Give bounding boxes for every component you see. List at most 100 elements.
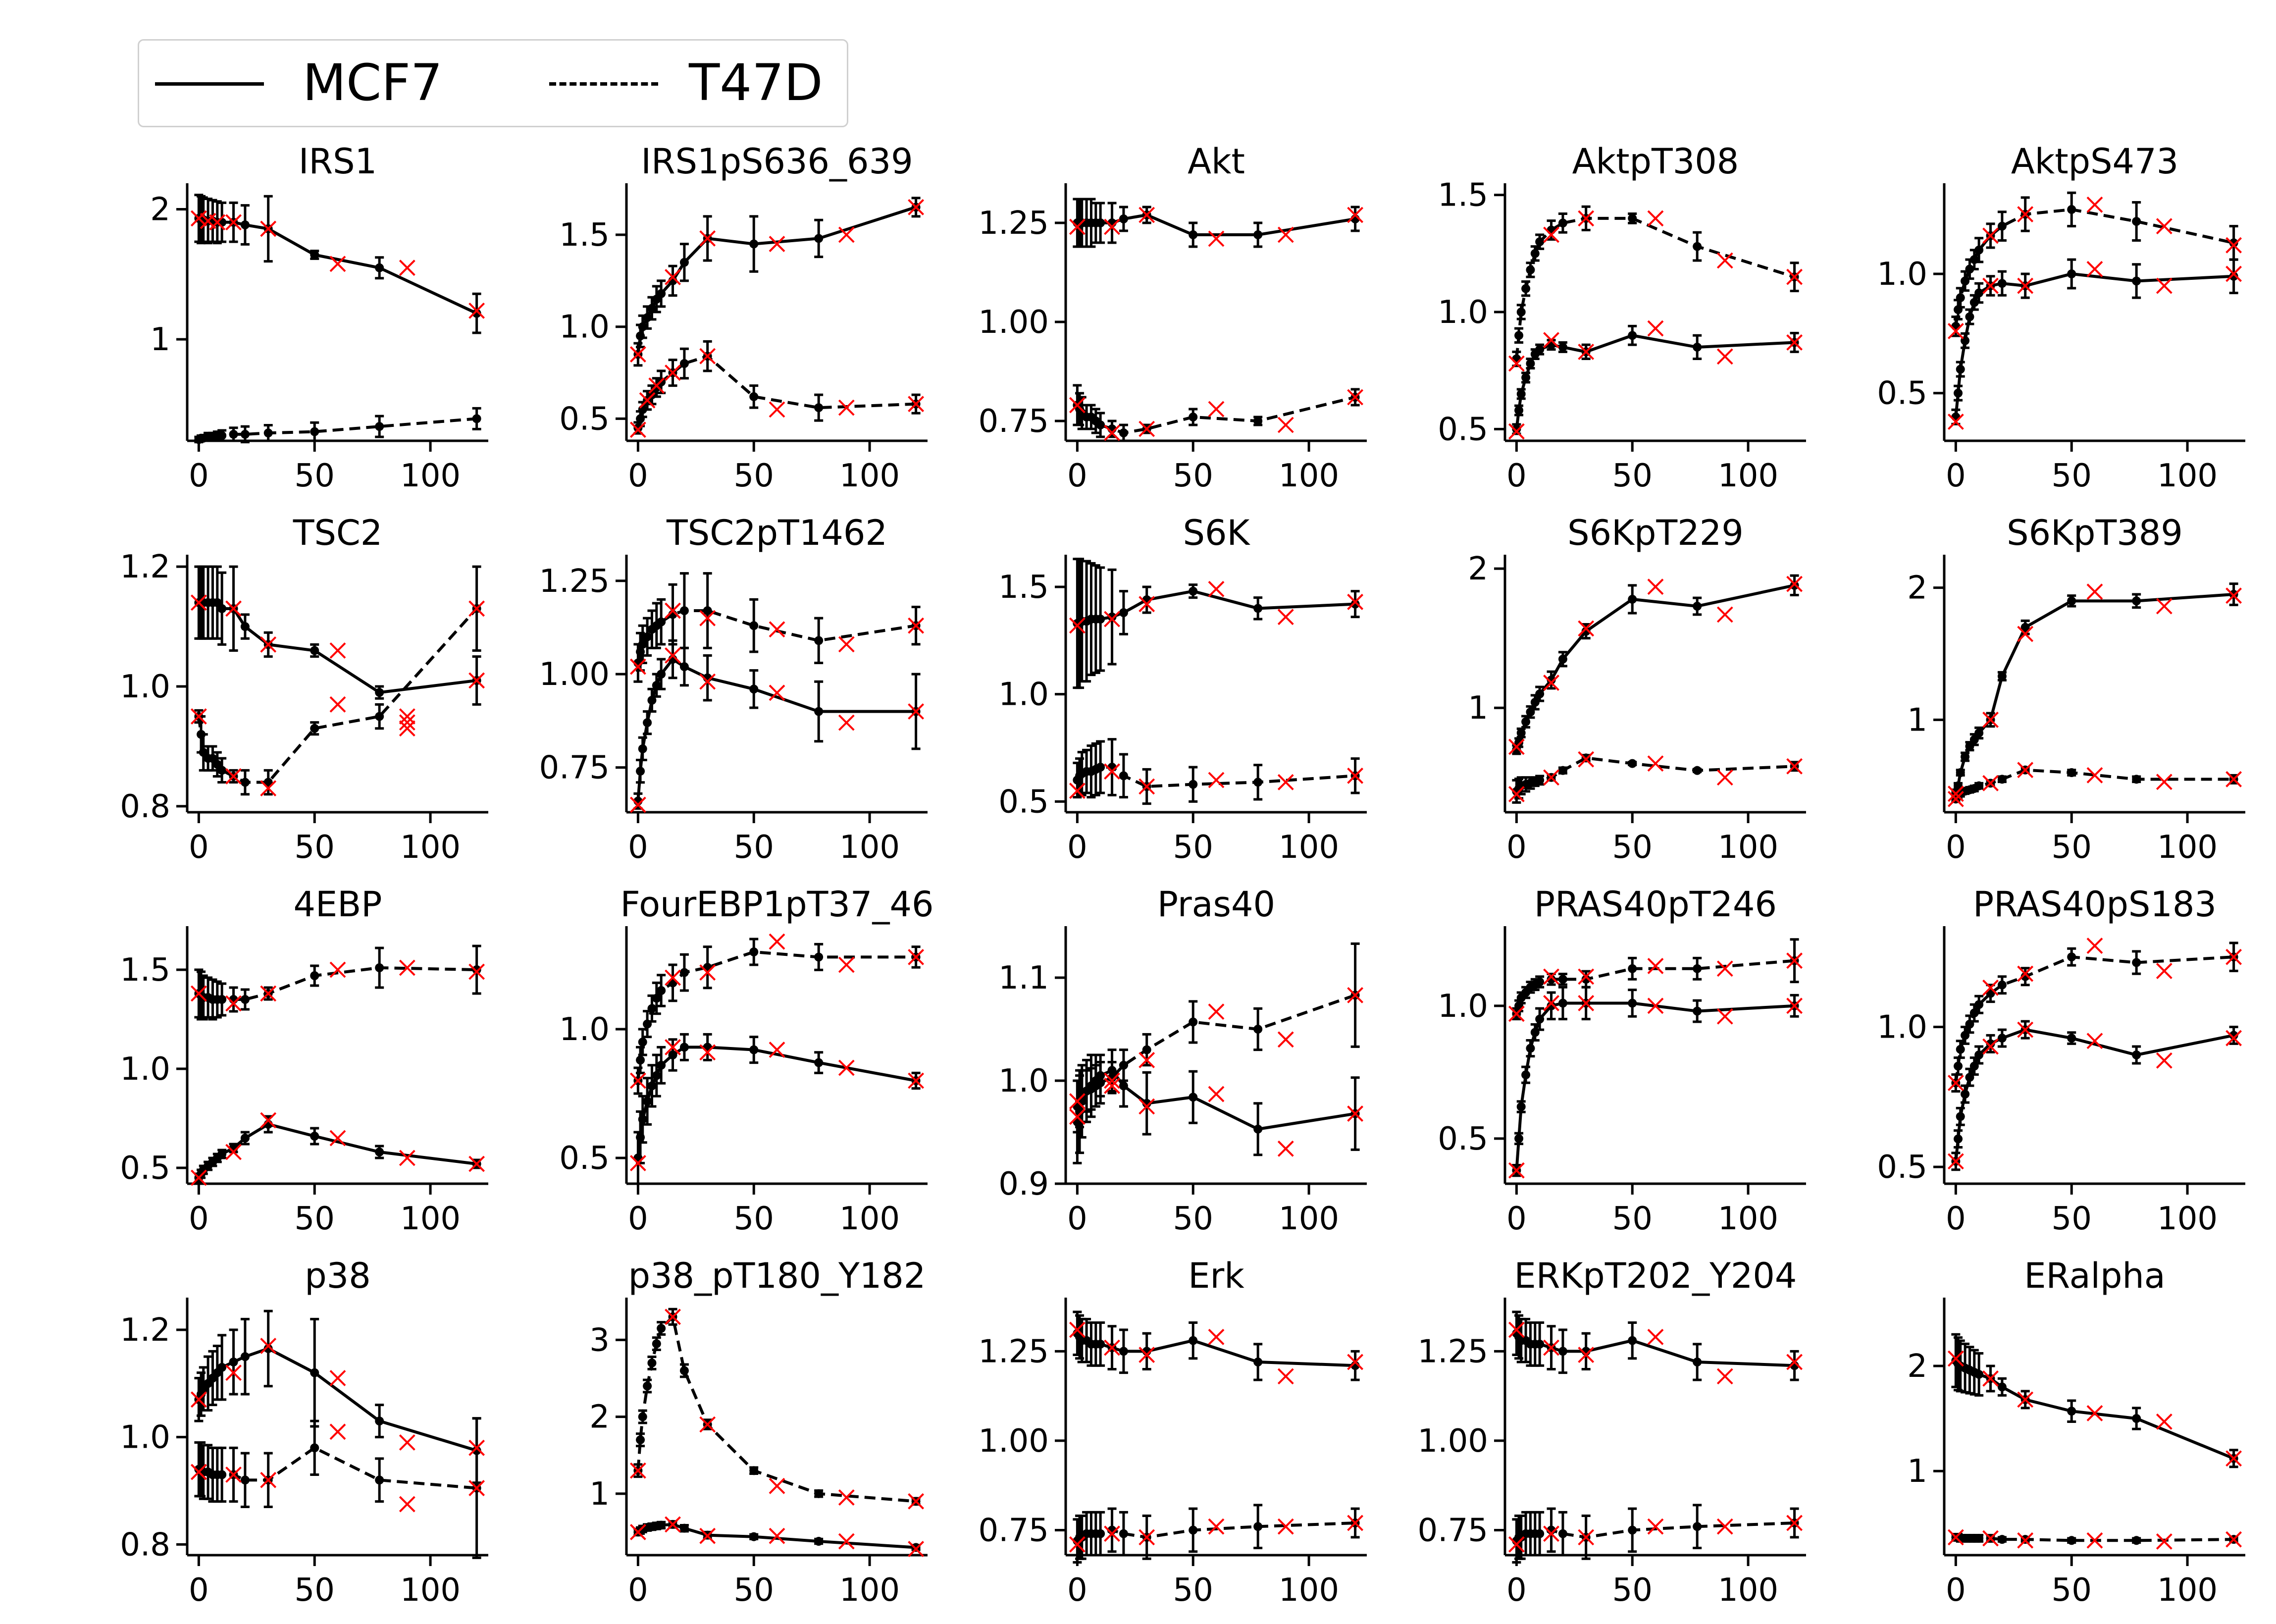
data-point xyxy=(1189,413,1198,421)
x-marker xyxy=(399,260,415,276)
y-tick-label: 1.0 xyxy=(1438,988,1488,1025)
panel-title: TSC2pT1462 xyxy=(666,513,887,553)
panel-pras40ps183: PRAS40pS183 0 50 100 0.5 1.0 xyxy=(1877,884,2245,1237)
data-point xyxy=(1253,1358,1263,1366)
x-marker xyxy=(468,963,485,980)
data-point xyxy=(199,748,208,757)
x-marker xyxy=(2225,1531,2242,1548)
data-point xyxy=(1535,689,1545,699)
simulation-markers xyxy=(190,959,485,1186)
panel-title: PRAS40pT246 xyxy=(1534,884,1777,925)
data-point xyxy=(657,617,666,627)
x-tick-label: 50 xyxy=(1612,829,1653,866)
x-marker xyxy=(399,1434,415,1451)
x-tick-label: 100 xyxy=(2157,458,2218,494)
x-marker xyxy=(1138,1098,1155,1115)
x-marker xyxy=(190,985,207,1002)
data-point xyxy=(1119,1529,1128,1538)
x-marker xyxy=(2156,1052,2173,1069)
x-marker xyxy=(2156,598,2173,615)
series-t47d xyxy=(633,1308,921,1506)
data-point xyxy=(1961,752,1970,761)
series-line xyxy=(197,1122,477,1179)
data-point xyxy=(310,1368,319,1377)
data-point xyxy=(472,414,481,423)
data-point xyxy=(240,220,250,230)
data-point xyxy=(2132,1050,2141,1059)
data-point xyxy=(1547,975,1556,984)
x-marker xyxy=(769,933,785,950)
x-marker xyxy=(1982,775,1999,791)
data-point xyxy=(263,778,273,787)
series-line xyxy=(636,1313,916,1503)
data-point xyxy=(310,1132,319,1141)
x-tick-label: 100 xyxy=(1718,829,1778,866)
legend-line-dashed xyxy=(549,82,658,86)
x-marker xyxy=(1578,1529,1595,1546)
x-marker xyxy=(629,1462,646,1479)
x-marker xyxy=(838,399,855,416)
data-point xyxy=(814,403,824,413)
panel-title: p38 xyxy=(305,1256,371,1296)
series-mcf7 xyxy=(1951,582,2238,797)
panel-s6kpt389: S6KpT389 0 50 100 1 2 xyxy=(1907,513,2245,866)
y-tick-label: 0.75 xyxy=(1418,1512,1489,1549)
data-point xyxy=(240,995,250,1004)
x-marker xyxy=(1138,1347,1155,1363)
x-marker xyxy=(908,396,925,413)
data-point xyxy=(657,289,666,298)
data-point xyxy=(647,1358,657,1367)
x-tick-label: 100 xyxy=(2157,1201,2218,1237)
x-marker xyxy=(1138,420,1155,437)
data-point xyxy=(310,250,319,260)
data-point xyxy=(638,744,647,753)
data-point xyxy=(1253,1025,1263,1034)
data-point xyxy=(375,263,384,272)
data-point xyxy=(636,414,645,423)
data-point xyxy=(1997,1034,2007,1043)
data-point xyxy=(1530,697,1540,707)
x-marker xyxy=(190,708,207,725)
data-point xyxy=(1997,279,2007,288)
x-marker xyxy=(1578,751,1595,768)
series-line xyxy=(1515,583,1795,750)
x-marker xyxy=(329,1130,346,1147)
x-marker xyxy=(2017,965,2034,982)
data-point xyxy=(2132,217,2141,226)
data-point xyxy=(652,1071,661,1080)
series-line xyxy=(1077,213,1356,236)
x-marker xyxy=(1647,755,1664,772)
data-point xyxy=(1096,1529,1105,1538)
x-tick-label: 100 xyxy=(400,458,461,494)
data-point xyxy=(1956,768,1965,777)
series-line xyxy=(1515,1001,1795,1171)
x-marker xyxy=(225,1467,242,1483)
panel-title: ERalpha xyxy=(2024,1256,2165,1296)
y-tick-label: 1.00 xyxy=(1418,1423,1489,1460)
x-marker xyxy=(1069,1093,1086,1110)
data-point xyxy=(1974,729,1984,737)
x-marker xyxy=(1104,763,1120,780)
data-point xyxy=(749,621,759,630)
y-tick-label: 1.25 xyxy=(979,1333,1049,1370)
data-point xyxy=(643,1097,652,1106)
simulation-markers xyxy=(629,1309,925,1557)
x-marker xyxy=(1982,711,1999,728)
data-point xyxy=(2067,269,2076,278)
x-marker xyxy=(1347,1515,1364,1531)
data-point xyxy=(647,695,657,705)
panel-erk: Erk 0 50 100 0.75 1.00 1.25 xyxy=(979,1256,1367,1609)
data-point xyxy=(643,1381,652,1391)
x-marker xyxy=(2017,1391,2034,1408)
x-marker xyxy=(665,1039,681,1055)
data-point xyxy=(1974,1000,1984,1009)
series-mcf7 xyxy=(1951,1333,2238,1468)
panel-s6kpt229: S6KpT229 0 50 100 1 2 xyxy=(1468,513,1806,866)
x-marker xyxy=(665,1309,681,1325)
x-marker xyxy=(190,1169,207,1186)
x-marker xyxy=(2017,277,2034,294)
data-point xyxy=(1693,602,1702,611)
data-point xyxy=(657,1060,666,1070)
series-line xyxy=(198,217,477,315)
